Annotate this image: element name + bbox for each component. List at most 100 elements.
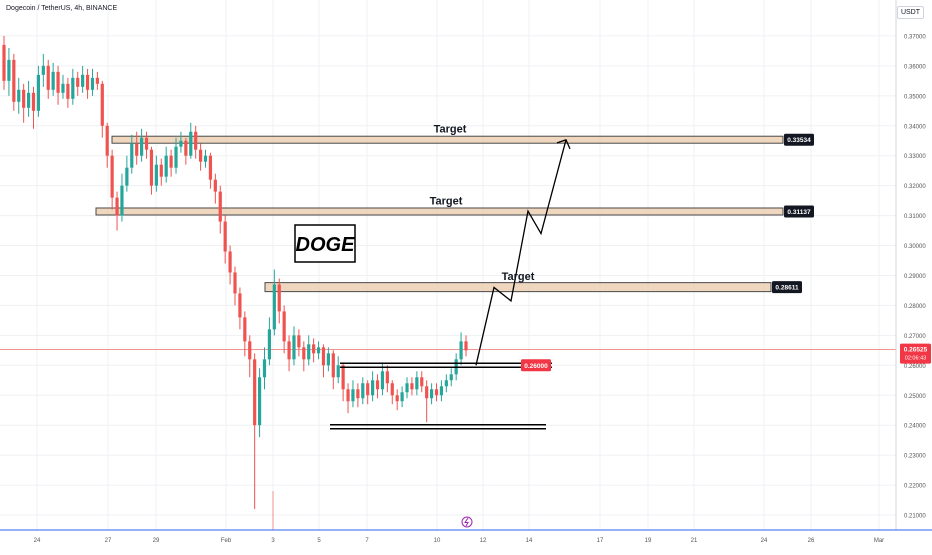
candle-body [110,155,114,198]
x-tick-label: Mar [874,538,884,544]
lightning-bolt-icon [464,517,469,527]
symbol-title: Dogecoin / TetherUS, 4h, BINANCE [6,5,118,12]
candle-body [331,353,335,378]
candle-body [22,89,26,108]
candle-body [26,92,31,108]
candle-body [253,359,257,426]
candle-body [76,77,80,87]
candle-body [213,179,217,192]
candle-body [169,155,173,168]
target-price-tag [784,133,814,146]
candle-body [267,329,272,360]
candle-body [287,341,291,360]
candle-body [292,335,296,360]
candle-body [233,272,237,294]
candle-body [149,149,154,186]
target-zone [264,282,772,293]
candle-body [346,389,350,402]
candle-body [36,74,41,111]
target-price-text: 0.33534 [787,137,811,144]
candle-body [415,377,419,390]
x-tick-label: 27 [105,538,112,544]
candle-body [321,347,326,366]
candle-body [439,386,444,396]
x-tick-label: 29 [153,538,160,544]
support-lines[interactable]: 0.26000 [330,359,552,430]
candle-body [223,221,227,252]
support-price-tag [521,359,551,372]
candle-body [277,284,281,312]
candle-body [66,83,70,99]
candle-body [198,149,203,162]
x-tick-label: 10 [434,538,441,544]
target-label: Target [430,195,463,207]
candle-body [208,155,213,180]
y-tick-label: 0.22000 [904,484,926,490]
candle-body [105,125,109,156]
candle-body [400,392,404,402]
candle-body [144,137,149,150]
x-tick-label: 24 [761,538,768,544]
last-price-tag [900,343,931,364]
y-tick-label: 0.26000 [904,364,926,370]
candle-body [429,389,434,399]
candle-body [41,65,45,75]
candle-body [218,191,222,222]
target-label: Target [434,124,467,136]
currency-button[interactable]: USDT [896,6,924,19]
target-zones[interactable]: 0.33534 0.31137 0.28611 [95,133,814,294]
candle-body [140,137,144,156]
y-tick-label: 0.21000 [904,514,926,520]
candle-body [297,335,301,348]
y-tick-label: 0.28000 [904,304,926,310]
candle-body [90,77,95,90]
candle-body [130,143,134,168]
target-zone [95,207,784,216]
x-tick-label: 24 [34,538,41,544]
candle-body [100,83,104,126]
projection-arrowhead [556,139,571,150]
grid-layer [0,0,896,530]
candle-body [282,311,286,342]
support-price-text: 0.26000 [524,363,548,370]
candle-body [307,344,311,360]
candle-body [174,146,178,168]
candle-body [262,359,267,378]
x-tick-label: 26 [808,538,815,544]
candles[interactable] [2,35,468,510]
candle-body [449,374,453,381]
candle-body [361,383,365,399]
candle-body [316,347,321,354]
x-tick-label: Feb [221,538,232,544]
candle-body [272,284,276,330]
candle-body [341,365,345,390]
candle-body [56,71,60,93]
candle-body [228,251,232,273]
candle-body [434,389,439,396]
target-price-text: 0.31137 [787,209,811,216]
candle-body [95,77,99,84]
candle-body [390,383,394,396]
x-tick-label: 21 [691,538,698,544]
candle-body [336,365,340,378]
candle-body [243,317,247,342]
target-zone [111,135,784,144]
candle-body [184,140,188,156]
projection-path[interactable] [475,139,571,366]
candle-body [164,155,168,177]
candle-body [464,341,468,351]
candle-body [351,389,355,402]
candle-body [12,59,16,102]
y-tick-label: 0.32000 [904,184,926,190]
y-tick-label: 0.31000 [904,214,926,220]
candle-body [459,341,463,360]
x-tick-label: 12 [480,538,487,544]
x-tick-label: 14 [526,538,533,544]
last-price-text: 0.26525 [904,347,928,354]
candle-body [425,386,429,399]
candle-body [203,155,208,162]
candle-body [2,44,6,81]
